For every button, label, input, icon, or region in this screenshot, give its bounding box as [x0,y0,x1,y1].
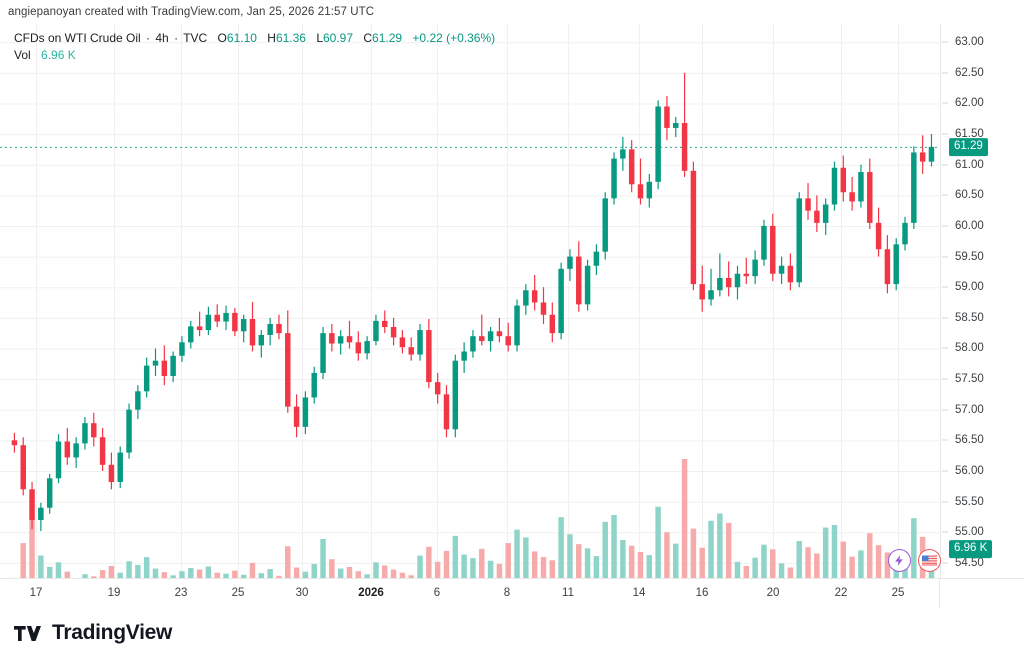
volume-value-badge[interactable]: 6.96 K [949,540,993,559]
tradingview-mark-icon [14,625,41,641]
price-tick-dash [942,225,948,227]
price-tick-dash [942,41,948,43]
price-tick-dash [942,286,948,288]
price-tick-57.50: 57.50 [955,373,984,386]
price-tick-56.00: 56.00 [955,464,984,477]
time-tick-19: 19 [107,587,121,599]
time-tick-11: 11 [562,587,574,599]
price-tick-dash [942,501,948,503]
time-scale-separator [939,579,940,609]
price-tick-60.00: 60.00 [955,219,984,232]
price-tick-61.00: 61.00 [955,158,984,171]
price-tick-57.00: 57.00 [955,403,984,416]
lightning-badge[interactable] [888,549,911,572]
chart-grid [0,24,940,578]
time-tick-20: 20 [766,587,780,599]
price-tick-dash [942,72,948,74]
tradingview-wordmark: TradingView [52,621,173,644]
time-tick-30: 30 [295,587,309,599]
time-tick-23: 23 [174,587,188,599]
price-tick-58.50: 58.50 [955,311,984,324]
price-tick-dash [942,439,948,441]
price-tick-55.50: 55.50 [955,495,984,508]
price-tick-60.50: 60.50 [955,189,984,202]
price-tick-dash [942,378,948,380]
time-tick-22: 22 [834,587,848,599]
us-flag-badge[interactable] [918,549,941,572]
time-tick-14: 14 [632,587,646,599]
price-tick-dash [942,317,948,319]
time-tick-2026: 2026 [358,587,384,599]
time-tick-25: 25 [891,587,905,599]
time-scale[interactable]: 17 19 23 25 30 2026 6 8 11 14 16 20 22 25 [0,578,1024,609]
price-line-overlay [0,146,940,148]
last-price-badge[interactable]: 61.29 [949,138,988,156]
price-tick-59.50: 59.50 [955,250,984,263]
price-tick-dash [942,164,948,166]
tradingview-logo: TradingView [14,621,172,645]
price-tick-59.00: 59.00 [955,281,984,294]
price-tick-dash [942,409,948,411]
price-tick-dash [942,194,948,196]
price-tick-dash [942,562,948,564]
price-tick-62.00: 62.00 [955,97,984,110]
footer-bar: TradingView [0,608,1024,661]
candlestick-series [11,72,935,578]
chart-badges [888,549,941,572]
price-tick-56.50: 56.50 [955,434,984,447]
chart-plot-area[interactable] [0,24,1024,578]
price-scale[interactable]: 63.00 62.50 62.00 61.50 61.00 60.50 60.00 59.50… [940,24,1024,578]
lightning-bolt-icon [895,555,903,566]
price-tick-dash [942,133,948,135]
price-tick-62.50: 62.50 [955,66,984,79]
price-tick-55.00: 55.00 [955,526,984,539]
price-tick-dash [942,256,948,258]
price-tick-dash [942,102,948,104]
time-tick-6: 6 [433,587,441,599]
time-tick-25: 25 [231,587,245,599]
time-tick-17: 17 [29,587,43,599]
price-tick-61.50: 61.50 [955,128,984,141]
price-tick-dash [942,531,948,533]
us-flag-icon [922,555,937,566]
time-tick-16: 16 [695,587,709,599]
attribution-text: angiepanoyan created with TradingView.co… [8,6,375,18]
price-tick-dash [942,470,948,472]
price-tick-54.50: 54.50 [955,556,984,569]
time-tick-8: 8 [503,587,511,599]
price-tick-dash [942,347,948,349]
price-tick-58.00: 58.00 [955,342,984,355]
price-tick-63.00: 63.00 [955,36,984,49]
